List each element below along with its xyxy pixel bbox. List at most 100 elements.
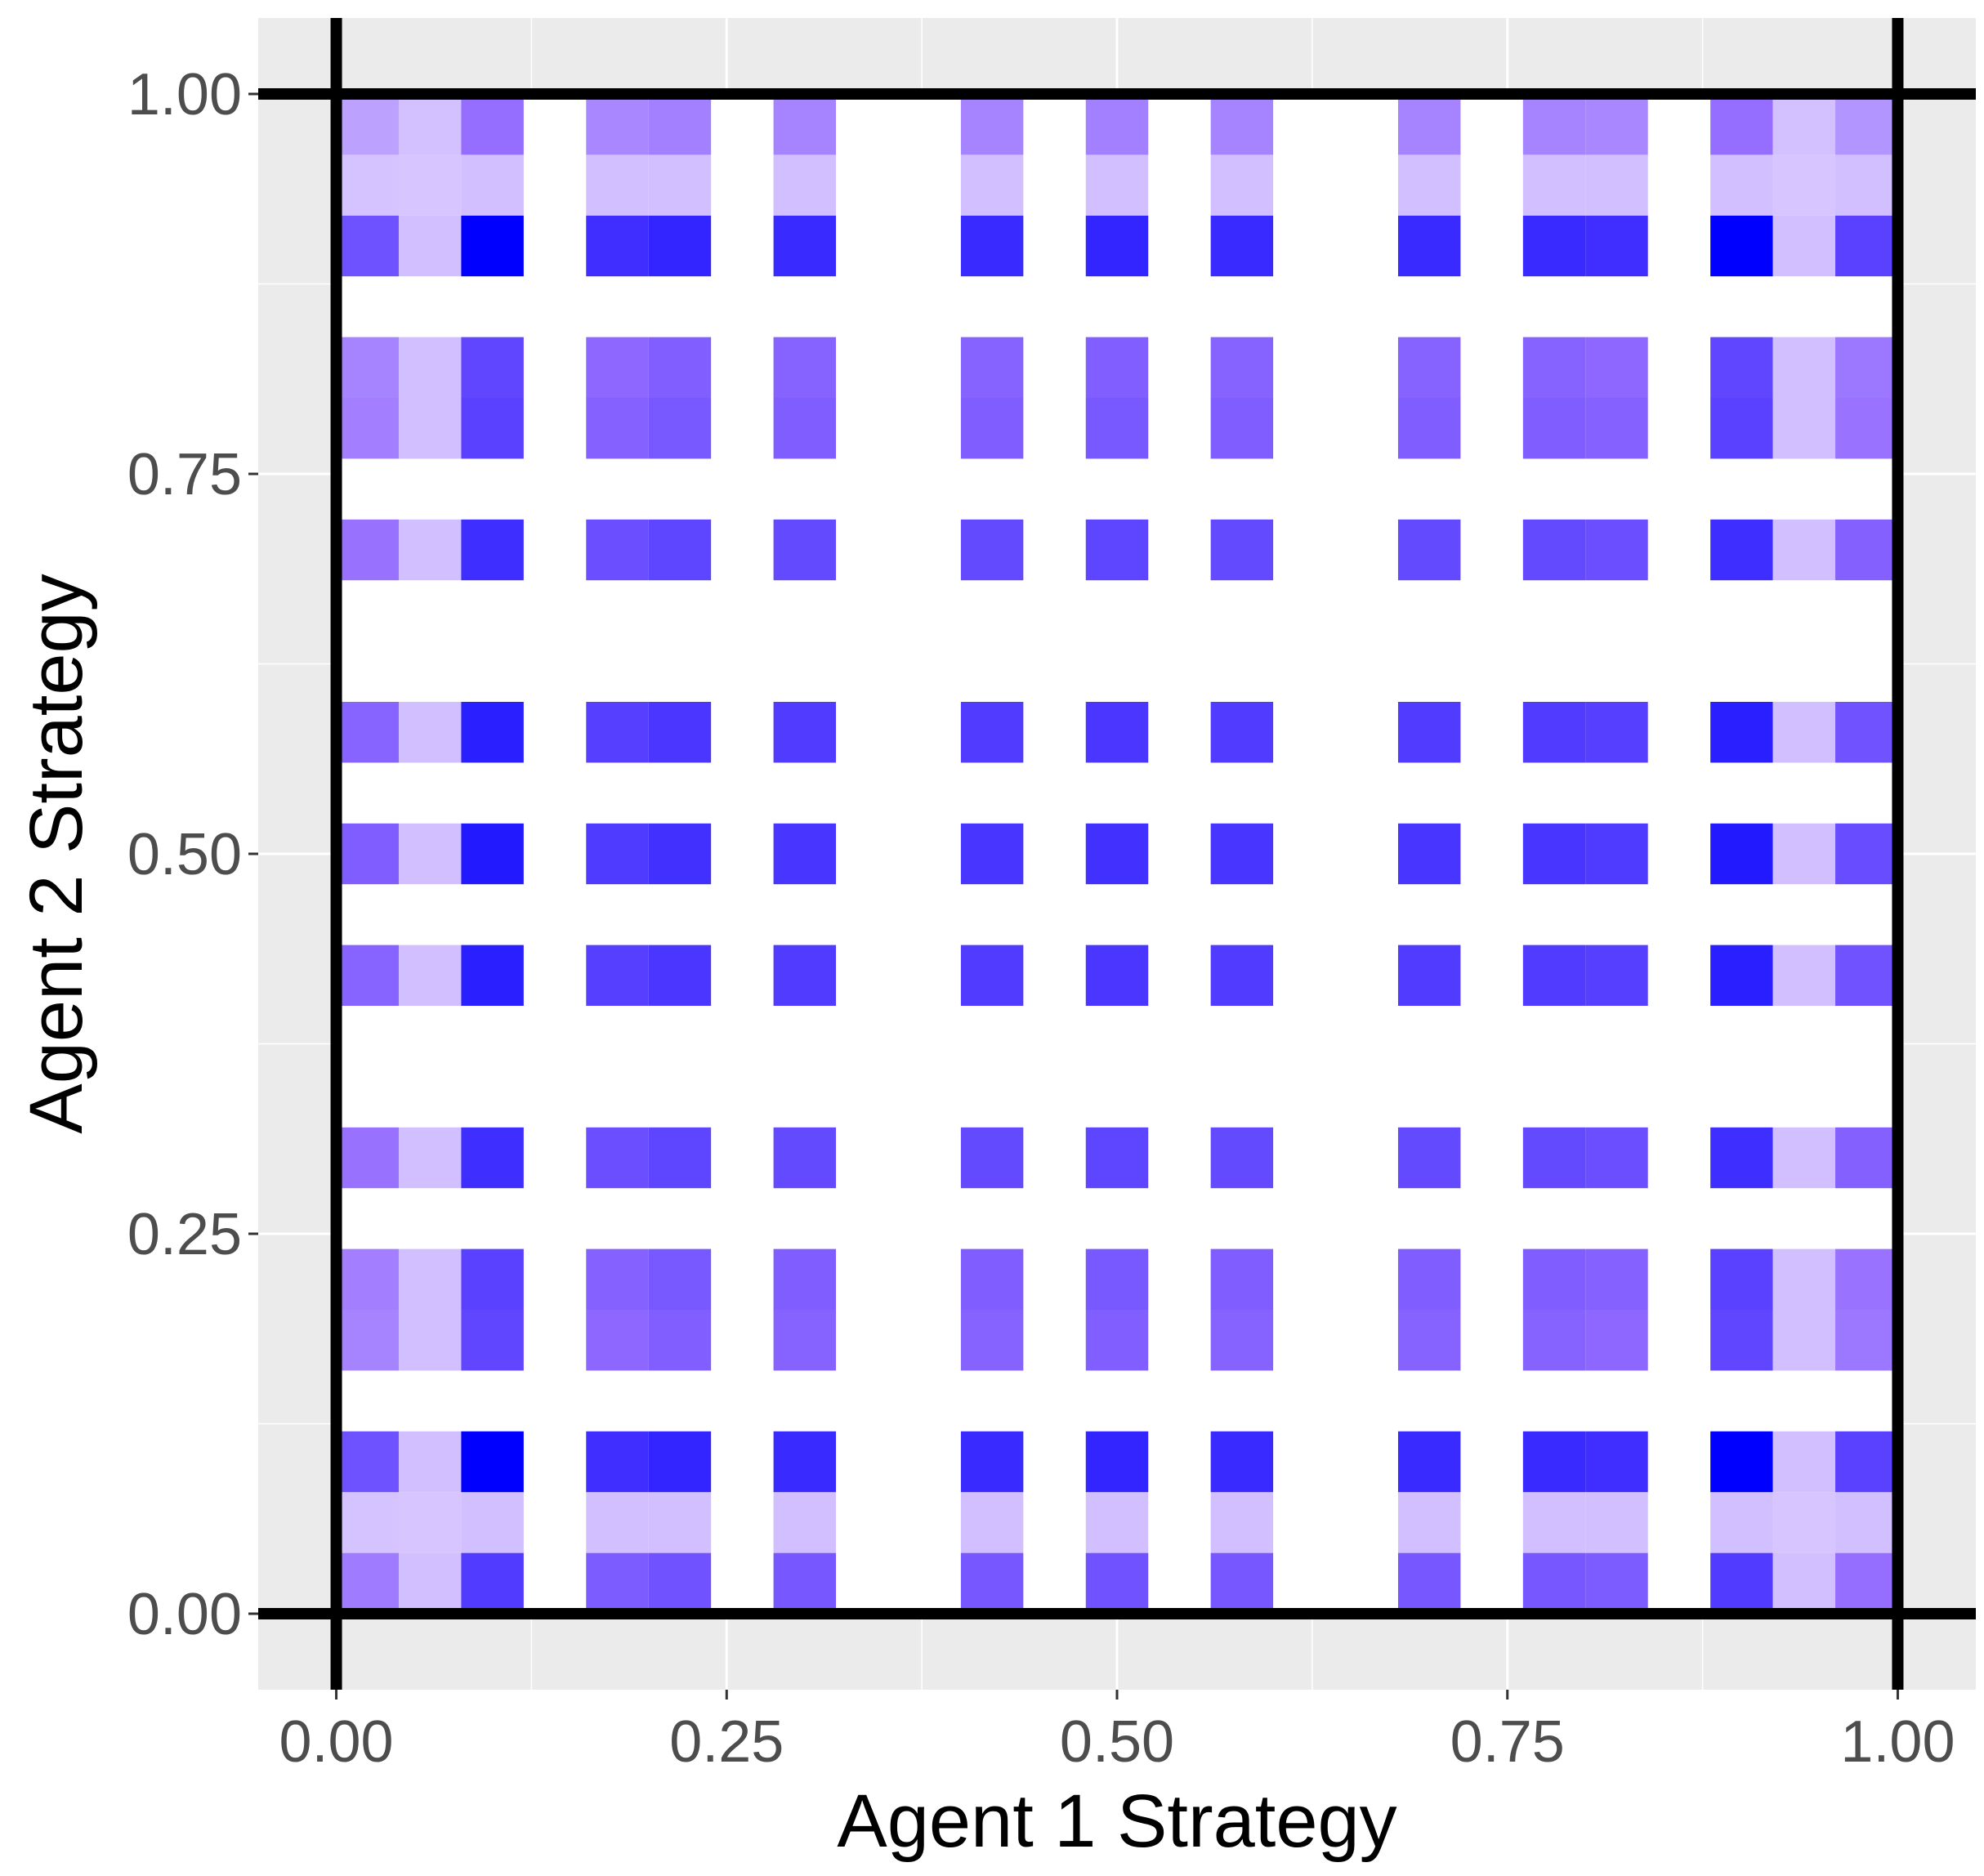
heatmap-cell [960,337,1024,398]
heatmap-cell [1710,1552,1773,1614]
heatmap-cell [586,337,649,398]
heatmap-cell [1397,945,1461,1006]
heatmap-cell [1085,519,1149,581]
heatmap-cell [398,702,462,763]
heatmap-cell [648,1431,712,1493]
x-tick-label: 0.50 [1060,1709,1174,1775]
heatmap-cell [1585,1492,1648,1553]
heatmap-cell [1522,398,1586,459]
heatmap-cell [1835,1431,1898,1493]
heatmap-cell [1085,215,1149,277]
heatmap-cell [1585,945,1648,1006]
heatmap-cell [398,215,462,277]
heatmap-cell [1397,154,1461,216]
heatmap-cell [1085,823,1149,885]
heatmap-cell [773,398,837,459]
heatmap-cell [1710,519,1773,581]
heatmap-cell [461,945,524,1006]
heatmap-cell [1710,1492,1773,1553]
heatmap-cell [398,1127,462,1189]
heatmap-cell [1835,1492,1898,1553]
axes: 0.00 0.25 0.50 0.75 1.00 0.00 0.25 0.50 0.75 1.00 [127,62,1955,1775]
heatmap-cell [1397,215,1461,277]
heatmap-cell [1710,1431,1773,1493]
heatmap-cell [648,1310,712,1371]
heatmap-cell [773,337,837,398]
heatmap-cell [586,154,649,216]
heatmap-cell [1210,702,1274,763]
heatmap-cell [1210,1248,1274,1310]
heatmap-cell [461,1127,524,1189]
heatmap-cell [773,154,837,216]
heatmap-cell [336,1248,399,1310]
heatmap-cell [1710,823,1773,885]
heatmap-cell [1397,1127,1461,1189]
heatmap-cell [960,1552,1024,1614]
heatmap-cell [1210,94,1274,155]
heatmap-cell [1210,215,1274,277]
heatmap-cell [461,823,524,885]
y-tick-label: 0.00 [127,1582,242,1647]
y-tick-label: 0.75 [127,442,242,507]
heatmap-cell [1835,398,1898,459]
heatmap-cell [398,1492,462,1553]
heatmap-cell [773,1552,837,1614]
heatmap-cell [1585,94,1648,155]
heatmap-cell [1772,1310,1836,1371]
heatmap-cell [398,154,462,216]
heatmap-cell [773,1310,837,1371]
heatmap-cell [648,398,712,459]
heatmap-cell [1772,702,1836,763]
heatmap-cell [1522,154,1586,216]
heatmap-cell [1772,823,1836,885]
heatmap-cell [960,823,1024,885]
heatmap-cell [1397,1248,1461,1310]
heatmap-cell [1835,1248,1898,1310]
heatmap-cell [336,519,399,581]
heatmap-cell [1835,1552,1898,1614]
heatmap-cell [1772,215,1836,277]
heatmap-cell [1835,945,1898,1006]
heatmap-cell [586,1492,649,1553]
y-axis-title: Agent 2 Strategy [15,574,98,1133]
heatmap-cell [1772,337,1836,398]
heatmap-cell [648,154,712,216]
heatmap-cell [586,94,649,155]
heatmap-cell [398,519,462,581]
heatmap-cell [586,1431,649,1493]
heatmap-cell [336,823,399,885]
heatmap-cell [1522,519,1586,581]
heatmap-cell [1210,1127,1274,1189]
heatmap-cell [960,1127,1024,1189]
heatmap-cell [648,1552,712,1614]
heatmap-cell [960,702,1024,763]
heatmap-cell [773,1431,837,1493]
heatmap-cell [1085,1431,1149,1493]
heatmap-cell [336,1310,399,1371]
heatmap-cell [336,94,399,155]
heatmap-cell [336,945,399,1006]
heatmap-cell [960,154,1024,216]
x-tick-label: 0.25 [669,1709,784,1775]
heatmap-cell [398,1310,462,1371]
heatmap-cell [1522,94,1586,155]
heatmap-cell [1522,1552,1586,1614]
heatmap-cell [960,398,1024,459]
heatmap-cell [461,1431,524,1493]
heatmap-cell [1585,702,1648,763]
heatmap-cell [960,94,1024,155]
heatmap-cell [1772,94,1836,155]
heatmap-cell [1522,337,1586,398]
heatmap-cell [586,1310,649,1371]
x-tick-label: 0.00 [279,1709,393,1775]
heatmap-cell [1772,1492,1836,1553]
heatmap-cell [586,945,649,1006]
heatmap-cell [398,1248,462,1310]
heatmap-cell [1585,1552,1648,1614]
heatmap-cell [1085,154,1149,216]
heatmap-cell [586,215,649,277]
heatmap-cell [1835,215,1898,277]
heatmap-cell [398,945,462,1006]
heatmap-cell [1397,702,1461,763]
heatmap-cell [1085,1552,1149,1614]
